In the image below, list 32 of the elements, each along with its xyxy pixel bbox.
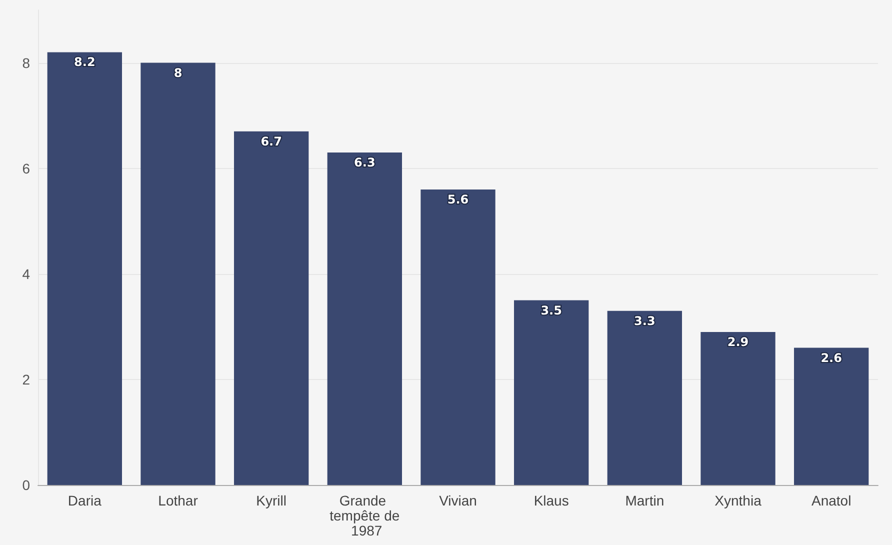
bar (47, 52, 122, 485)
data-label: 2.9 (727, 334, 749, 349)
bar (607, 310, 682, 485)
x-tick-label: Anatol (811, 492, 852, 508)
y-tick-label: 4 (22, 266, 30, 282)
x-tick-label: Klaus (534, 492, 569, 508)
bar (794, 348, 869, 485)
y-tick-label: 6 (22, 160, 30, 176)
bar (514, 300, 589, 485)
data-label: 3.3 (634, 314, 656, 328)
bar (420, 189, 496, 485)
y-tick-label: 2 (22, 371, 30, 388)
x-tick-label: Vivian (439, 492, 477, 508)
data-label: 5.6 (447, 192, 469, 206)
y-tick-label: 8 (22, 54, 30, 71)
x-tick-label: Daria (68, 492, 102, 508)
data-label: 8.2 (74, 55, 96, 70)
data-label: 6.7 (260, 134, 282, 148)
x-tick-label: Xynthia (714, 492, 762, 508)
data-label: 8 (174, 66, 182, 80)
x-tick-label: Martin (625, 492, 664, 508)
x-tick-label: Grande tempête de 1987 (330, 492, 400, 538)
bar (234, 131, 309, 485)
y-tick-label: 0 (22, 477, 30, 493)
data-label: 2.6 (820, 350, 842, 365)
bar (327, 152, 402, 485)
data-label: 3.5 (540, 303, 562, 318)
x-tick-label: Kyrill (256, 492, 287, 508)
bar (700, 332, 776, 485)
x-tick-label: Lothar (158, 492, 198, 508)
data-label: 6.3 (354, 156, 376, 170)
bar (140, 62, 216, 485)
